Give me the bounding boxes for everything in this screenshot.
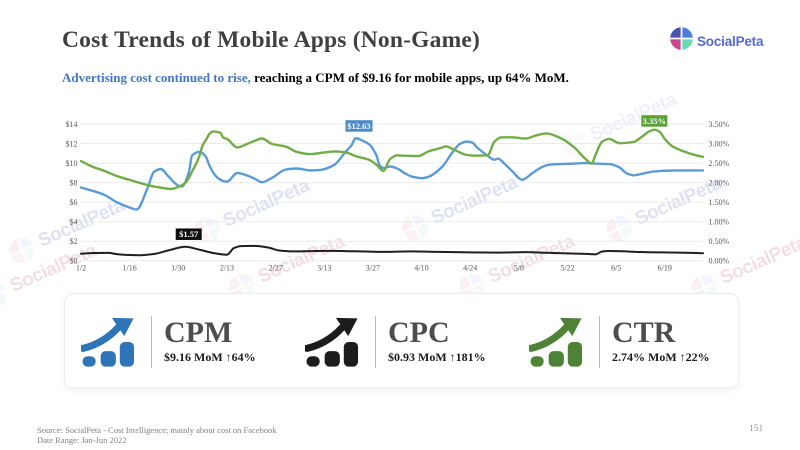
cpm-growth-icon <box>79 315 136 368</box>
annotation-box-cpm <box>345 120 373 132</box>
x-axis-tick: 4/10 <box>414 264 428 273</box>
x-axis-tick: 4/24 <box>463 264 477 273</box>
stat-block-ctr: CTR 2.74% MoM ↑22% <box>527 294 710 389</box>
subtitle: Advertising cost continued to rise, reac… <box>62 70 569 86</box>
left-axis-tick: $0 <box>70 257 78 266</box>
left-axis-tick: $6 <box>70 198 78 207</box>
socialpeta-logo: SocialPeta <box>669 26 763 56</box>
left-axis-tick: $10 <box>66 159 78 168</box>
stat-block-cpc: CPC $0.93 MoM ↑181% <box>303 294 486 389</box>
right-axis-tick: 0.00% <box>709 257 730 266</box>
x-axis-tick: 3/27 <box>366 264 380 273</box>
stats-card: CPM $9.16 MoM ↑64% CPC $0.93 MoM ↑181% <box>64 293 739 388</box>
footer-daterange-line: Date Range: Jan-Jun 2022 <box>37 435 127 445</box>
x-axis-tick: 6/5 <box>611 264 621 273</box>
subtitle-highlight: Advertising cost continued to rise, <box>62 70 251 85</box>
right-axis-tick: 3.50% <box>709 120 730 129</box>
left-axis-tick: $2 <box>70 237 78 246</box>
left-axis-tick: $8 <box>70 178 78 187</box>
right-axis-tick: 3.00% <box>709 139 730 148</box>
annotation-label-cpm: $12.63 <box>347 121 370 131</box>
footer-source: Source: SocialPeta - Cost Intelligence; … <box>37 425 277 445</box>
annotation-box-cpc <box>175 228 202 240</box>
annotation-box-ctr <box>641 115 668 127</box>
page-number: 151 <box>749 424 764 434</box>
ctr-growth-icon <box>527 315 584 368</box>
x-axis-tick: 1/2 <box>76 264 86 273</box>
subtitle-rest: reaching a CPM of $9.16 for mobile apps,… <box>250 70 569 85</box>
stat-divider <box>151 315 152 368</box>
socialpeta-logo-text: SocialPeta <box>697 33 764 49</box>
x-axis-tick: 3/13 <box>317 264 331 273</box>
stat-label: CPC <box>388 316 450 349</box>
x-axis-tick: 1/16 <box>123 264 137 273</box>
cpm-line <box>79 137 705 211</box>
socialpeta-logo-icon <box>669 26 694 56</box>
x-axis-tick: 2/27 <box>268 264 282 273</box>
left-axis-tick: $12 <box>66 139 78 148</box>
stat-block-cpm: CPM $9.16 MoM ↑64% <box>79 294 256 389</box>
annotation-label-cpc: $1.57 <box>179 229 199 239</box>
x-axis-tick: 1/30 <box>171 264 185 273</box>
stat-divider <box>599 315 600 368</box>
stat-value: $0.93 MoM ↑181% <box>388 350 486 364</box>
right-axis-tick: 1.00% <box>709 218 730 227</box>
ctr-line <box>79 128 705 191</box>
page-title: Cost Trends of Mobile Apps (Non-Game) <box>62 27 481 53</box>
left-axis-tick: $4 <box>70 218 78 227</box>
footer-source-line: Source: SocialPeta - Cost Intelligence; … <box>37 425 277 435</box>
right-axis-tick: 0.50% <box>709 237 730 246</box>
x-axis-tick: 6/19 <box>658 264 672 273</box>
stat-label: CPM <box>164 316 233 349</box>
left-axis-tick: $14 <box>66 120 78 129</box>
right-axis-tick: 2.00% <box>709 178 730 187</box>
right-axis-tick: 1.50% <box>709 198 730 207</box>
x-axis-tick: 5/8 <box>514 264 524 273</box>
cpc-growth-icon <box>303 315 360 368</box>
right-axis-tick: 2.50% <box>709 159 730 168</box>
stat-value: 2.74% MoM ↑22% <box>612 350 710 364</box>
cpc-line <box>80 244 704 257</box>
x-axis-tick: 5/22 <box>560 264 574 273</box>
stat-divider <box>375 315 376 368</box>
annotation-label-ctr: 3.35% <box>643 116 666 126</box>
x-axis-tick: 2/13 <box>220 264 234 273</box>
stat-label: CTR <box>612 316 676 349</box>
stat-value: $9.16 MoM ↑64% <box>164 350 256 364</box>
